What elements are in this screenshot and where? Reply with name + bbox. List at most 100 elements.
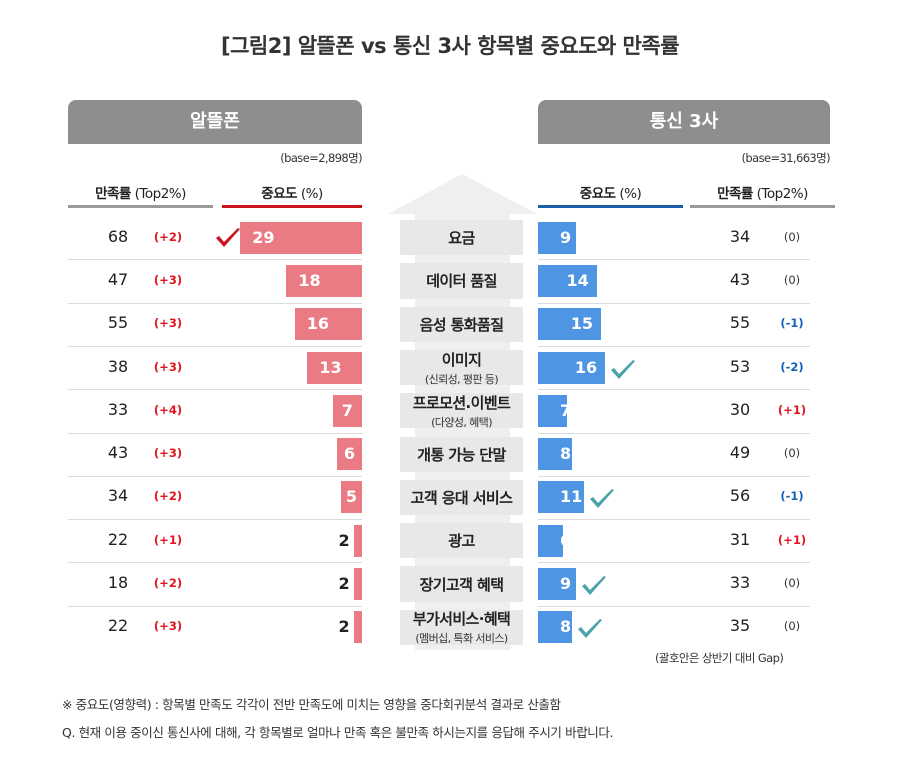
- mvno-gap-value: (+2): [153, 489, 183, 504]
- mvno-gap-value: (+3): [153, 619, 183, 634]
- category-item: 데이터 품질: [400, 263, 523, 299]
- teal-check-icon-mark: [577, 619, 602, 639]
- mvno-gap-value: (+2): [153, 229, 183, 244]
- mvno-satisfaction-value: 43: [107, 443, 129, 463]
- mno-importance-label: 11: [560, 487, 583, 507]
- mvno-importance-bar: [240, 221, 362, 254]
- mvno-row-separator: [68, 432, 362, 434]
- mno-row-separator: [538, 562, 810, 564]
- mvno-importance-label: 7: [341, 400, 353, 420]
- mno-importance-bar: [538, 351, 606, 384]
- mvno-gap-value: (+3): [153, 272, 183, 287]
- mvno-satisfaction-value: 38: [107, 356, 129, 376]
- mvno-satisfaction-value: 55: [107, 313, 129, 333]
- mno-importance-label: 6: [560, 530, 572, 550]
- category-label: 프로모션.이벤트: [412, 393, 511, 412]
- mno-importance-bar: [538, 264, 597, 297]
- mno-satisfaction-value: 33: [729, 573, 751, 593]
- mvno-importance-bar: [353, 568, 362, 601]
- category-sublabel: (멤버십, 특화 서비스): [415, 632, 508, 646]
- mvno-importance-unit: (%): [300, 186, 323, 202]
- mvno-importance-label: 2: [338, 530, 350, 550]
- mno-header: 통신 3사: [538, 100, 830, 144]
- mno-row-separator: [538, 432, 810, 434]
- mvno-gap-value: (+4): [153, 402, 183, 417]
- mvno-row-separator: [68, 345, 362, 347]
- mvno-importance-bar: [307, 351, 362, 384]
- mno-row-separator: [538, 475, 810, 477]
- mno-gap-value: (0): [783, 446, 801, 461]
- mno-importance-label: 7: [560, 400, 572, 420]
- mno-importance-label: 9: [560, 574, 572, 594]
- mno-importance-unit: (%): [619, 186, 642, 202]
- mvno-gap-value: (+3): [153, 316, 183, 331]
- mvno-importance-bar: [336, 438, 362, 471]
- mno-row-separator: [538, 345, 810, 347]
- mno-importance-underline: [538, 205, 683, 208]
- mvno-satisfaction-value: 34: [107, 486, 129, 506]
- category-sublabel: (신뢰성, 평판 등): [424, 372, 499, 386]
- mvno-importance-label: 13: [319, 357, 342, 377]
- mno-row-separator: [538, 389, 810, 391]
- mno-satisfaction-unit: (Top2%): [756, 186, 809, 202]
- mno-importance-title: 중요도: [579, 186, 616, 202]
- mno-satisfaction-value: 53: [729, 356, 751, 376]
- mno-satisfaction-title: 만족률: [717, 186, 753, 202]
- category-label: 요금: [448, 229, 475, 248]
- mno-row-separator: [538, 605, 810, 607]
- mno-satisfaction-value: 34: [729, 226, 751, 246]
- mno-importance-label: 15: [570, 314, 593, 334]
- mno-importance-bar: [538, 308, 601, 341]
- category-item: 고객 응대 서비스: [400, 479, 523, 516]
- mno-satisfaction-value: 49: [729, 443, 751, 463]
- mvno-gap-value: (+1): [153, 532, 183, 547]
- mno-satisfaction-value: 55: [729, 313, 751, 333]
- mvno-header: 알뜰폰: [68, 100, 362, 144]
- category-item: 개통 가능 단말: [400, 436, 523, 472]
- category-label: 이미지: [441, 350, 482, 369]
- mvno-row-separator: [68, 302, 362, 304]
- category-item: 음성 통화품질: [400, 306, 523, 342]
- mvno-importance-label: 16: [306, 314, 330, 334]
- category-item: 장기고객 혜택: [400, 566, 523, 602]
- mvno-row-separator: [68, 562, 362, 564]
- mvno-row-separator: [68, 519, 362, 521]
- teal-check-icon: [577, 619, 602, 639]
- mvno-importance-label: 6: [343, 444, 355, 464]
- mno-gap-value: (-1): [780, 316, 804, 331]
- mvno-satisfaction-title: 만족률: [95, 186, 131, 202]
- mno-importance-bar: [538, 438, 572, 471]
- category-label: 부가서비스·혜택: [412, 610, 511, 629]
- category-label: 음성 통화품질: [419, 315, 504, 334]
- mno-importance-label: 9: [560, 227, 572, 247]
- mvno-satisfaction-value: 18: [107, 573, 129, 593]
- mvno-satisfaction-value: 22: [107, 616, 129, 636]
- mno-row-separator: [538, 259, 810, 261]
- mno-row-separator: [538, 302, 810, 304]
- mno-importance-bar: [538, 568, 576, 601]
- mno-importance-label: 14: [566, 270, 589, 290]
- mvno-importance-underline: [222, 205, 362, 208]
- mvno-satisfaction-value: 47: [107, 269, 129, 289]
- category-label: 광고: [448, 532, 475, 551]
- mvno-importance-label: 18: [298, 270, 321, 290]
- mvno-row-separator: [68, 259, 362, 261]
- mvno-importance-bar: [286, 264, 362, 297]
- mvno-satisfaction-underline: [68, 205, 213, 208]
- mvno-row-separator: [68, 475, 362, 477]
- mno-gap-value: (+1): [777, 532, 807, 547]
- mvno-importance-title: 중요도: [261, 186, 298, 202]
- mvno-base: (base=2,898명): [280, 151, 362, 165]
- category-item: 부가서비스·혜택 (멤버십, 특화 서비스): [400, 609, 523, 646]
- mvno-satisfaction-value: 22: [107, 529, 129, 549]
- mno-satisfaction-value: 30: [729, 399, 751, 419]
- mvno-importance-bar: [294, 308, 362, 341]
- gap-note: (괄호안은 상반기 대비 Gap): [655, 651, 784, 665]
- footnote-importance: ※ 중요도(영향력) : 항목별 만족도 각각이 전반 만족도에 미치는 영향을…: [62, 697, 561, 712]
- mvno-importance-label: 29: [252, 227, 275, 247]
- mno-importance-bar: [538, 611, 572, 644]
- mno-importance-bar: [538, 394, 568, 427]
- category-label: 장기고객 혜택: [419, 575, 504, 594]
- mno-gap-value: (-2): [780, 359, 804, 374]
- mno-satisfaction-value: 35: [729, 616, 751, 636]
